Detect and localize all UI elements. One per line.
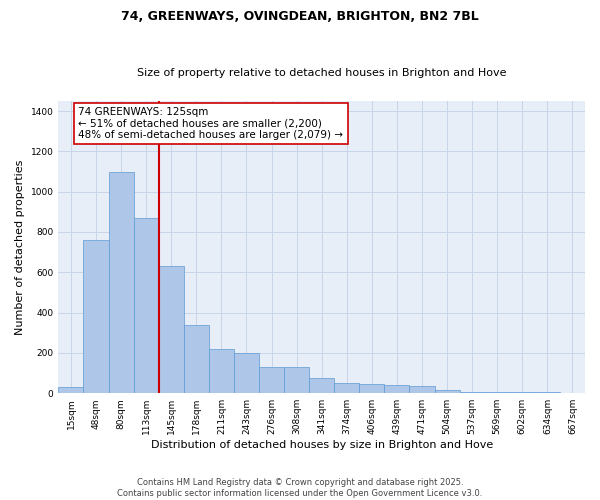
X-axis label: Distribution of detached houses by size in Brighton and Hove: Distribution of detached houses by size … — [151, 440, 493, 450]
Bar — [58, 387, 83, 393]
Bar — [560, 392, 585, 393]
Bar — [460, 392, 485, 393]
Bar — [485, 392, 510, 393]
Bar — [159, 266, 184, 393]
Bar — [184, 324, 209, 393]
Bar — [385, 385, 409, 393]
Bar — [535, 392, 560, 393]
Bar — [359, 384, 385, 393]
Y-axis label: Number of detached properties: Number of detached properties — [15, 160, 25, 335]
Bar — [134, 218, 159, 393]
Bar — [334, 383, 359, 393]
Text: 74 GREENWAYS: 125sqm
← 51% of detached houses are smaller (2,200)
48% of semi-de: 74 GREENWAYS: 125sqm ← 51% of detached h… — [79, 107, 343, 140]
Text: Contains HM Land Registry data © Crown copyright and database right 2025.
Contai: Contains HM Land Registry data © Crown c… — [118, 478, 482, 498]
Bar — [284, 367, 309, 393]
Bar — [209, 349, 234, 393]
Bar — [510, 392, 535, 393]
Bar — [109, 172, 134, 393]
Bar — [234, 353, 259, 393]
Bar — [309, 378, 334, 393]
Bar — [259, 367, 284, 393]
Bar — [434, 390, 460, 393]
Title: Size of property relative to detached houses in Brighton and Hove: Size of property relative to detached ho… — [137, 68, 506, 78]
Bar — [83, 240, 109, 393]
Bar — [409, 386, 434, 393]
Text: 74, GREENWAYS, OVINGDEAN, BRIGHTON, BN2 7BL: 74, GREENWAYS, OVINGDEAN, BRIGHTON, BN2 … — [121, 10, 479, 23]
